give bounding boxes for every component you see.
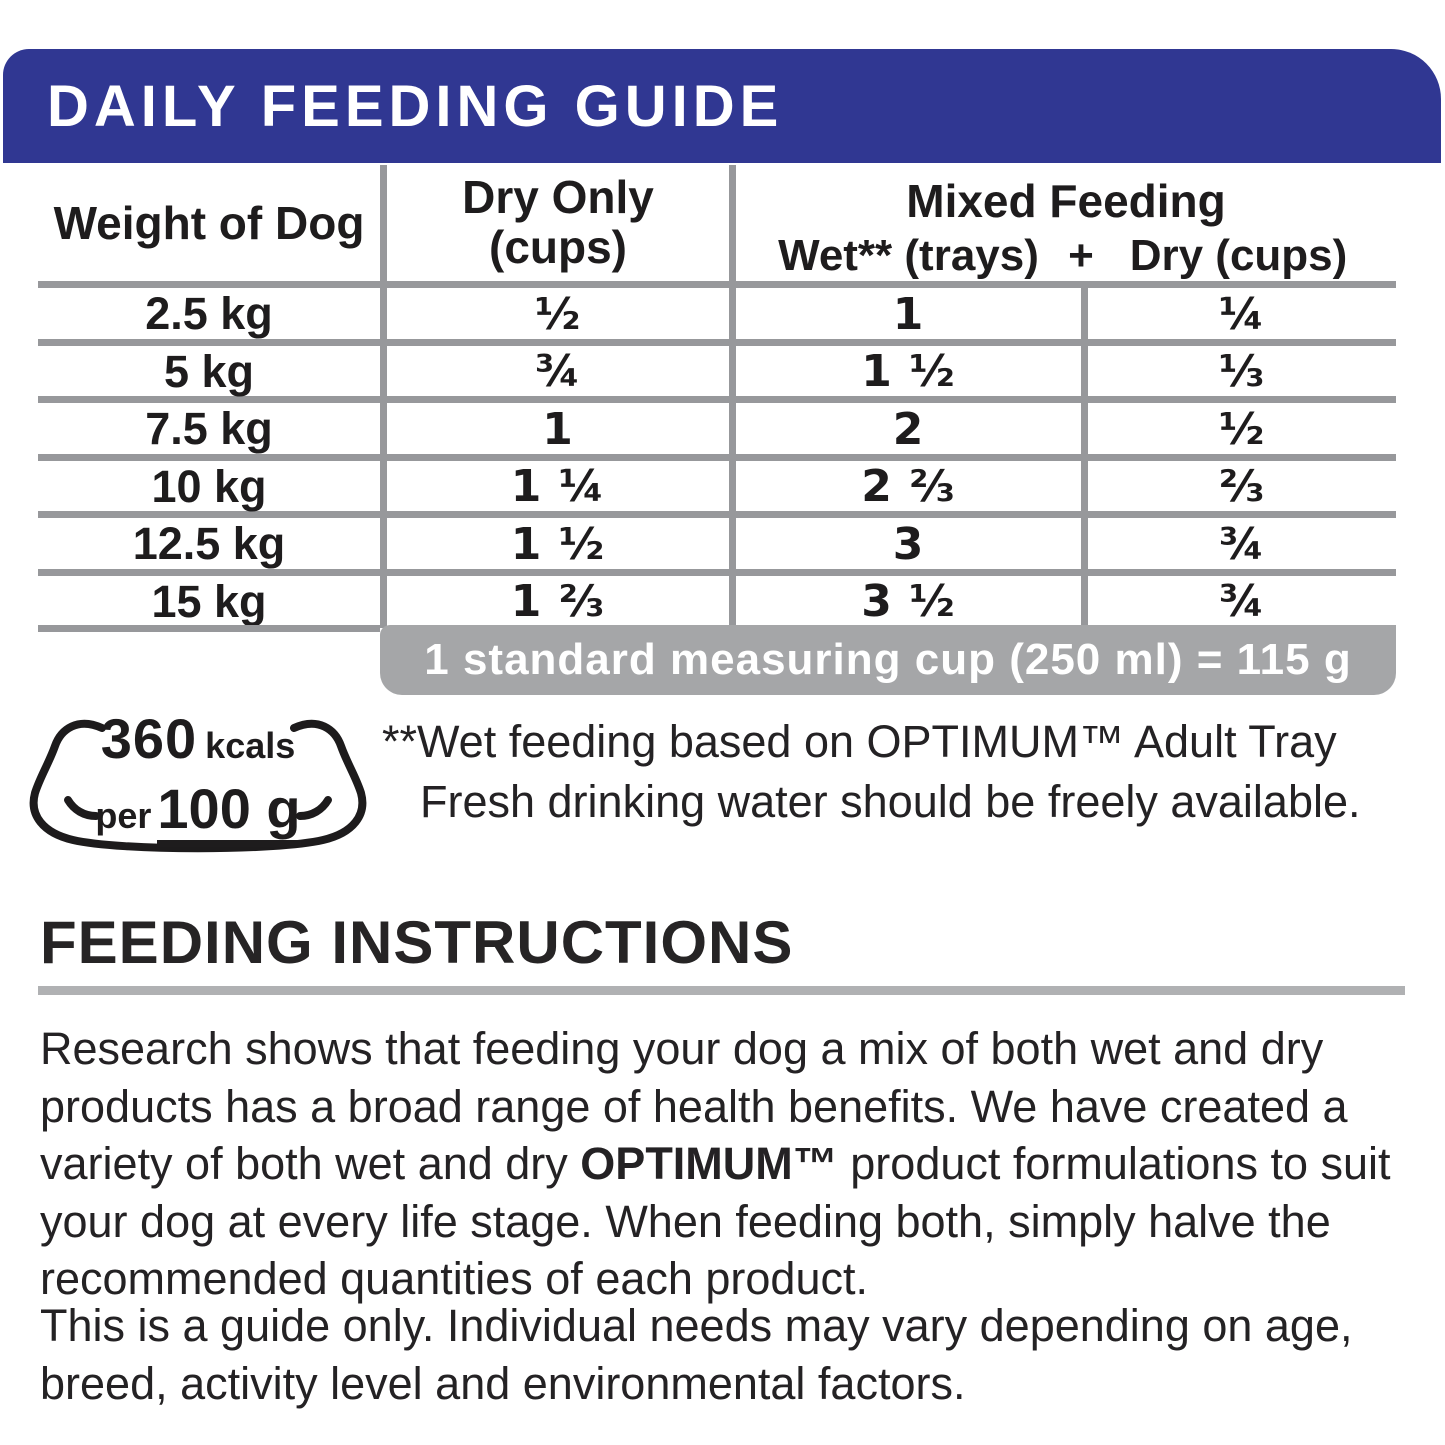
page-title: DAILY FEEDING GUIDE	[47, 73, 784, 139]
col-header-dry-only-line2: (cups)	[489, 221, 627, 273]
wet-trays-cell: 1 ½	[729, 345, 1081, 398]
wet-trays-cell: 2 ⅔	[729, 460, 1081, 513]
weight-cell: 12.5 kg	[132, 518, 286, 569]
table-row: 2.5 kg ½ 1 ¼	[38, 281, 1396, 340]
mixed-dry-cell: ¾	[1081, 518, 1396, 570]
subheader-wet-trays: Wet** (trays)	[778, 231, 1039, 280]
measuring-cup-note: 1 standard measuring cup (250 ml) = 115 …	[424, 635, 1352, 684]
wet-trays-cell: 1	[729, 288, 1081, 340]
feeding-instructions-heading: FEEDING INSTRUCTIONS	[40, 909, 794, 976]
mixed-dry-cell: ⅓	[1081, 345, 1396, 398]
dry-only-cell: 1 ½	[380, 518, 729, 570]
plus-sign: +	[1068, 231, 1094, 280]
dry-only-cell: 1	[380, 403, 729, 455]
para1-text-post: product formulations to suit your dog at…	[40, 1138, 1391, 1304]
wet-trays-cell: 3 ½	[729, 575, 1081, 628]
subheader-dry-cups: Dry (cups)	[1129, 231, 1348, 280]
wet-trays-cell: 3	[729, 518, 1081, 570]
dry-only-cell: ½	[380, 288, 729, 340]
per-label: per	[95, 795, 152, 836]
kcal-bottom-line: per 100 g	[28, 776, 368, 847]
mixed-dry-cell: ¾	[1081, 575, 1396, 628]
daily-feeding-guide-header: DAILY FEEDING GUIDE	[3, 49, 1441, 163]
feeding-table-header-row: Weight of Dog Dry Only (cups) Mixed Feed…	[38, 165, 1396, 281]
weight-cell: 10 kg	[151, 460, 267, 512]
kcal-value: 360	[100, 707, 198, 770]
kcal-top-line: 360 kcals	[28, 706, 368, 771]
mixed-dry-cell: ⅔	[1081, 460, 1396, 513]
instructions-paragraph-1: Research shows that feeding your dog a m…	[40, 1020, 1438, 1308]
weight-cell: 5 kg	[163, 345, 255, 397]
mixed-feeding-subheader: Wet** (trays) Dry (cups) +	[736, 231, 1396, 281]
per-100g-value: 100 g	[157, 777, 301, 847]
dry-only-cell: 1 ¼	[380, 460, 729, 513]
table-row: 7.5 kg 1 2 ½	[38, 396, 1396, 455]
weight-cell: 7.5 kg	[145, 403, 273, 454]
col-header-weight-of-dog: Weight of Dog	[53, 197, 365, 249]
kcal-per-100g-badge: 360 kcals per 100 g	[28, 698, 368, 866]
instructions-paragraph-2: This is a guide only. Individual needs m…	[40, 1300, 1353, 1409]
measuring-cup-note-bar: 1 standard measuring cup (250 ml) = 115 …	[380, 625, 1396, 695]
table-row: 10 kg 1 ¼ 2 ⅔ ⅔	[38, 453, 1396, 513]
para1-text-pre: Research shows that feeding your dog a m…	[40, 1023, 1348, 1189]
col-header-dry-only: Dry Only (cups)	[380, 165, 729, 281]
weight-cell: 2.5 kg	[145, 288, 273, 339]
weight-cell: 15 kg	[151, 575, 267, 627]
feeding-table: Weight of Dog Dry Only (cups) Mixed Feed…	[38, 165, 1396, 628]
table-row: 12.5 kg 1 ½ 3 ¾	[38, 511, 1396, 570]
table-row: 5 kg ¾ 1 ½ ⅓	[38, 338, 1396, 398]
col-header-mixed-feeding: Mixed Feeding Wet** (trays) Dry (cups) +	[729, 165, 1396, 281]
wet-feeding-note: **Wet feeding based on OPTIMUM™ Adult Tr…	[382, 712, 1422, 832]
dry-only-cell: ¾	[380, 345, 729, 398]
dog-bowl-icon	[29, 719, 367, 853]
wet-feeding-note-line1: **Wet feeding based on OPTIMUM™ Adult Tr…	[382, 716, 1337, 767]
wet-trays-cell: 2	[729, 403, 1081, 455]
mixed-feeding-title: Mixed Feeding	[906, 175, 1226, 227]
dry-only-cell: 1 ⅔	[380, 575, 729, 628]
col-header-dry-only-line1: Dry Only	[462, 171, 654, 224]
wet-feeding-note-line2: Fresh drinking water should be freely av…	[420, 776, 1361, 827]
kcal-unit: kcals	[205, 725, 296, 766]
heading-divider-rule	[38, 986, 1405, 995]
brand-name-bold: OPTIMUM™	[580, 1138, 838, 1189]
mixed-dry-cell: ½	[1081, 403, 1396, 455]
table-row: 15 kg 1 ⅔ 3 ½ ¾	[38, 568, 1396, 628]
table-bottom-line	[38, 625, 380, 632]
mixed-dry-cell: ¼	[1081, 288, 1396, 340]
